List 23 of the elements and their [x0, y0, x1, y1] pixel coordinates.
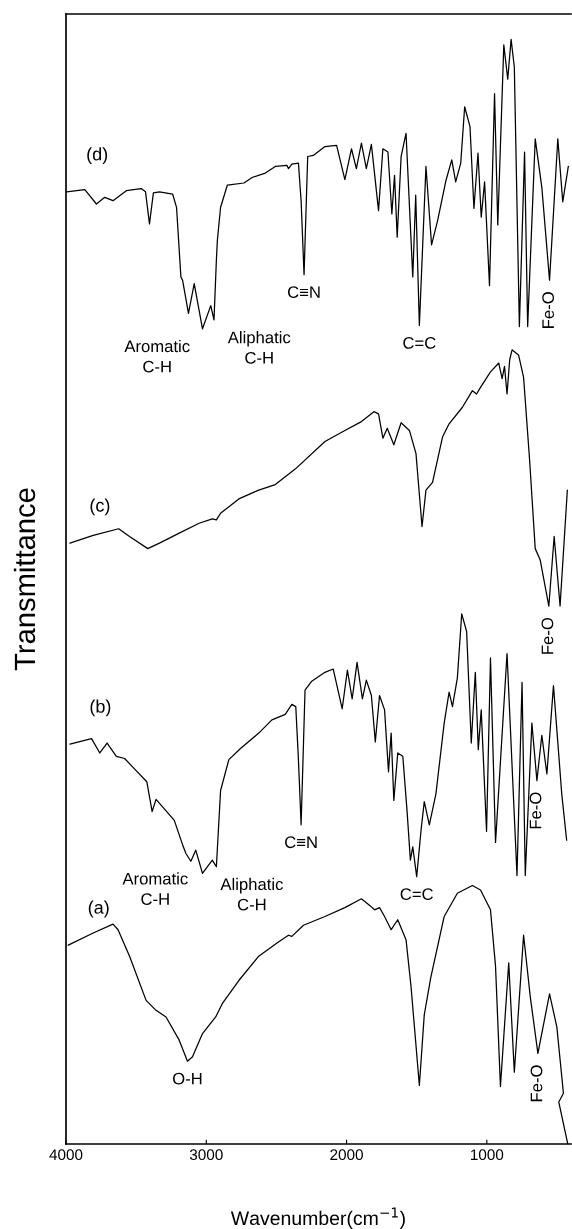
annotation: Aliphatic C-H	[227, 331, 291, 364]
x-tick-label: 2000	[330, 1149, 363, 1161]
series-label: (d)	[87, 147, 108, 165]
x-tick-label: 1000	[471, 1149, 504, 1161]
annotation: Fe-O	[541, 617, 554, 654]
annotation: C≡N	[288, 286, 320, 299]
annotation: Aliphatic C-H	[220, 877, 283, 911]
x-tick-label: 4000	[49, 1149, 83, 1161]
annotation: Fe-O	[530, 1065, 543, 1102]
annotation: Fe-O	[542, 292, 555, 328]
series-label: (a)	[88, 900, 109, 918]
annotation: O-H	[172, 1072, 202, 1085]
annotation: Fe-O	[529, 792, 542, 829]
annotation: C≡N	[285, 836, 317, 849]
y-axis-title: Transmittance	[13, 488, 36, 671]
annotation: Aromatic C-H	[122, 872, 188, 905]
x-axis-title: Wavenumber(cm$^{−1}$)	[230, 1207, 405, 1229]
annotation: Aromatic C-H	[124, 339, 190, 373]
x-tick-label: 3000	[189, 1149, 223, 1161]
annotation: C=C	[403, 337, 436, 349]
series-label: (c)	[90, 498, 110, 516]
annotation: C=C	[400, 888, 433, 901]
series-label: (b)	[90, 699, 111, 717]
